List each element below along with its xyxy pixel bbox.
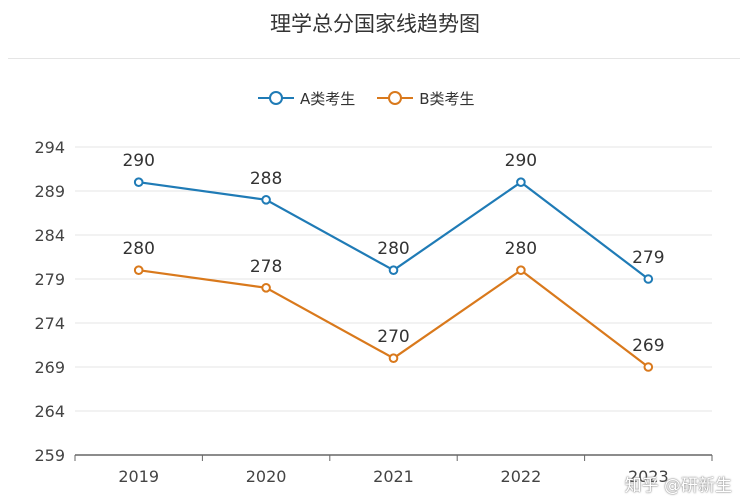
y-tick-label: 259 xyxy=(34,446,65,465)
series-line-b xyxy=(138,268,649,368)
legend: A类考生 B类考生 xyxy=(258,86,475,110)
legend-label-a: A类考生 xyxy=(300,89,356,108)
series-line-a xyxy=(138,180,649,280)
x-tick-label: 2022 xyxy=(501,467,542,486)
data-label-a: 280 xyxy=(377,239,409,259)
legend-swatch-a xyxy=(258,90,294,106)
watermark: 知乎 @研新生 xyxy=(624,476,732,496)
y-tick-label: 274 xyxy=(34,314,65,333)
data-label-b: 280 xyxy=(505,239,537,259)
data-label-b: 280 xyxy=(122,239,154,259)
x-tick-label: 2019 xyxy=(118,467,159,486)
y-tick-label: 279 xyxy=(34,270,65,289)
legend-swatch-b xyxy=(377,90,414,106)
data-point-a xyxy=(516,177,526,187)
data-point-b xyxy=(516,265,526,276)
legend-item-a[interactable]: A类考生 xyxy=(258,88,355,109)
y-tick-label: 269 xyxy=(34,358,65,377)
x-tick-label: 2023 xyxy=(628,467,669,486)
data-point-b xyxy=(261,283,271,293)
data-point-b xyxy=(643,362,654,372)
title-divider xyxy=(8,0,740,59)
data-label-a: 290 xyxy=(505,151,537,171)
y-tick-label: 289 xyxy=(34,182,65,201)
data-point-a xyxy=(261,195,271,205)
data-label-a: 288 xyxy=(250,169,282,189)
data-label-a: 290 xyxy=(122,151,154,171)
data-label-b: 278 xyxy=(250,257,282,277)
data-label-b: 270 xyxy=(377,327,409,347)
data-label-a: 279 xyxy=(632,248,664,268)
data-point-a xyxy=(643,274,654,284)
y-tick-label: 294 xyxy=(34,138,65,157)
legend-label-b: B类考生 xyxy=(419,89,475,108)
data-label-b: 269 xyxy=(632,336,664,356)
legend-item-b[interactable]: B类考生 xyxy=(377,88,475,109)
data-point-b xyxy=(133,265,144,276)
x-tick-label: 2021 xyxy=(373,467,414,486)
x-tick-label: 2020 xyxy=(246,467,287,486)
data-point-a xyxy=(388,265,399,276)
data-point-b xyxy=(388,353,399,364)
data-point-a xyxy=(133,177,144,187)
y-tick-label: 284 xyxy=(34,226,65,245)
y-tick-label: 264 xyxy=(34,402,65,421)
chart-title: 理学总分国家线趋势图 xyxy=(270,12,480,36)
